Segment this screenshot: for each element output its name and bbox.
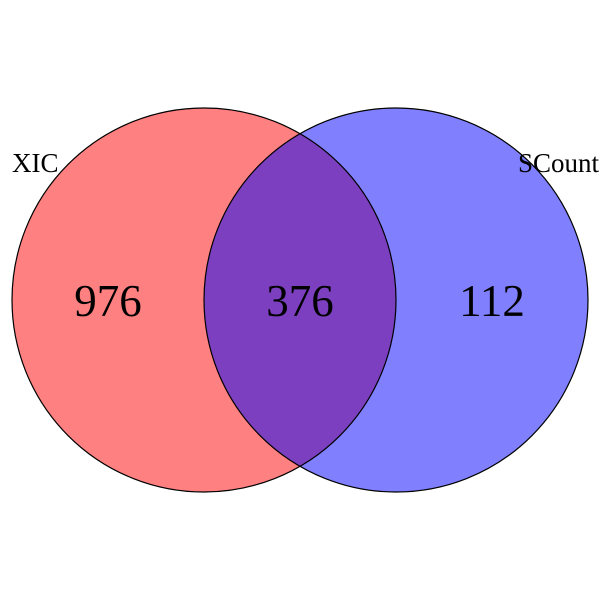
- count-scount-only: 112: [459, 276, 525, 326]
- intersection-region: [204, 108, 396, 492]
- set-scount-outline: [203, 107, 589, 493]
- set-label-xic: XIC: [12, 148, 59, 178]
- set-label-scount: SCount: [518, 148, 600, 178]
- count-xic-only: 976: [74, 276, 142, 326]
- count-intersection: 376: [266, 276, 334, 326]
- set-xic-outline: [11, 107, 397, 493]
